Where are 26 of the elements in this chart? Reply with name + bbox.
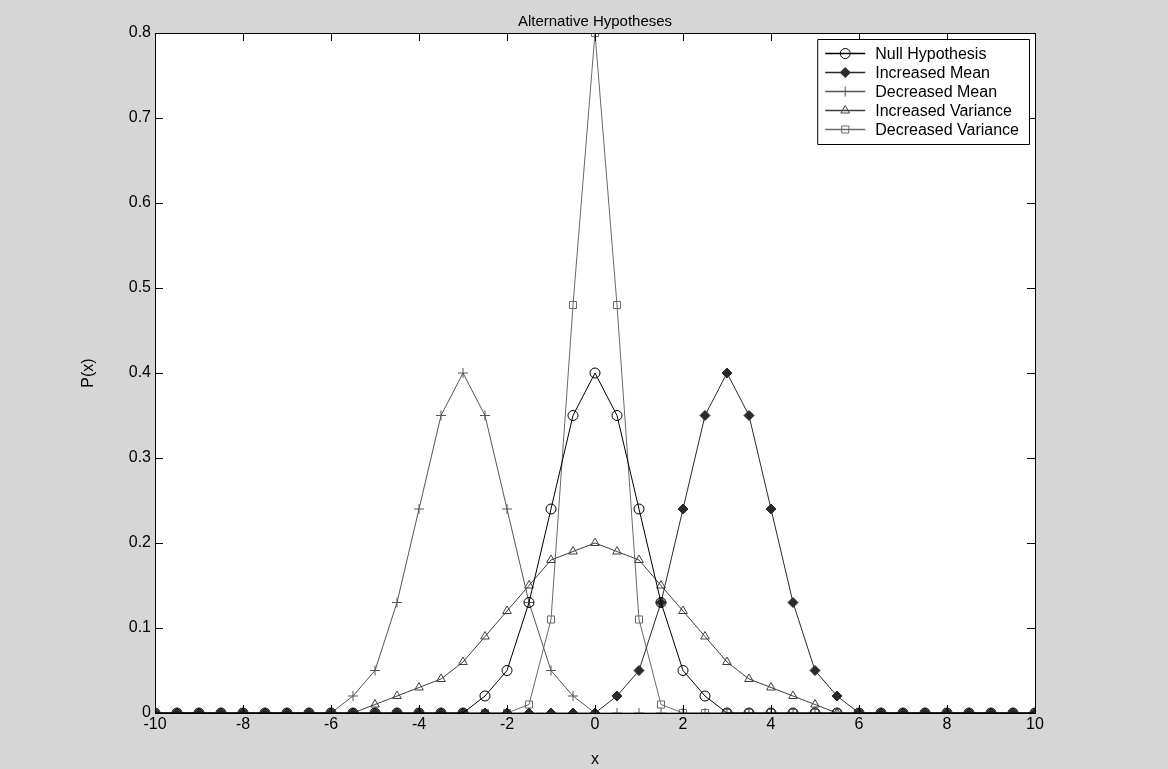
y-tick-label: 0.8 xyxy=(128,23,152,41)
legend-label: Decreased Variance xyxy=(875,120,1020,138)
legend-label: Null Hypothesis xyxy=(875,44,987,62)
y-tick-label: 0.2 xyxy=(128,533,152,551)
y-tick-label: 0.6 xyxy=(128,193,152,211)
x-tick-label: 8 xyxy=(942,715,952,733)
legend-label: Increased Variance xyxy=(875,101,1012,119)
y-tick-label: 0.7 xyxy=(128,108,152,126)
legend-label: Increased Mean xyxy=(875,63,990,81)
x-axis-title: x xyxy=(591,749,599,767)
y-tick-label: 0.4 xyxy=(128,363,152,381)
x-tick-label: -8 xyxy=(235,715,251,733)
x-tick-label: 0 xyxy=(590,715,600,733)
y-tick-label: 0.5 xyxy=(128,278,152,296)
chart-title: Alternative Hypotheses xyxy=(517,11,673,29)
y-tick-label: 0.3 xyxy=(128,448,152,466)
x-tick-label: 2 xyxy=(678,715,688,733)
x-tick-label: -6 xyxy=(323,715,339,733)
legend-label: Decreased Mean xyxy=(875,82,998,100)
x-tick-label: -2 xyxy=(499,715,515,733)
x-tick-label: 10 xyxy=(1026,715,1044,733)
y-axis-title: P(x) xyxy=(79,358,97,388)
x-tick-label: 6 xyxy=(854,715,864,733)
x-tick-label: -4 xyxy=(411,715,427,733)
y-tick-label: 0.1 xyxy=(128,618,152,636)
x-tick-label: 4 xyxy=(766,715,776,733)
